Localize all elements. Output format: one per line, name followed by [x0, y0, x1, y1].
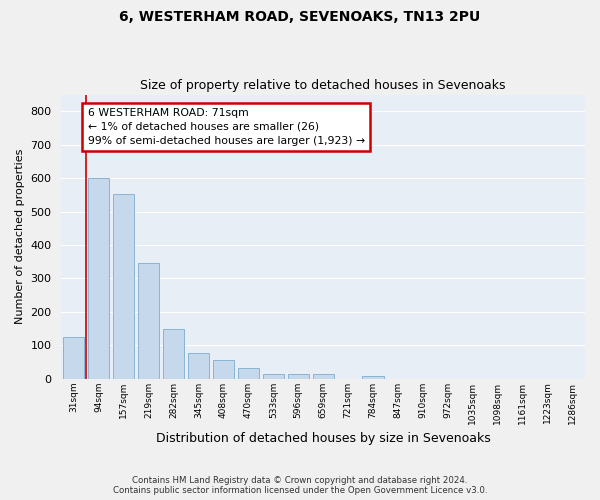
Bar: [287, 374, 309, 379]
Bar: [263, 374, 284, 379]
Bar: [88, 178, 109, 379]
Text: Contains HM Land Registry data © Crown copyright and database right 2024.
Contai: Contains HM Land Registry data © Crown c…: [113, 476, 487, 495]
Bar: [362, 376, 383, 379]
X-axis label: Distribution of detached houses by size in Sevenoaks: Distribution of detached houses by size …: [156, 432, 491, 445]
Bar: [138, 262, 159, 379]
Bar: [213, 360, 234, 379]
Bar: [313, 374, 334, 379]
Bar: [113, 194, 134, 379]
Text: 6 WESTERHAM ROAD: 71sqm
← 1% of detached houses are smaller (26)
99% of semi-det: 6 WESTERHAM ROAD: 71sqm ← 1% of detached…: [88, 108, 365, 146]
Bar: [188, 354, 209, 379]
Bar: [63, 337, 85, 379]
Title: Size of property relative to detached houses in Sevenoaks: Size of property relative to detached ho…: [140, 79, 506, 92]
Y-axis label: Number of detached properties: Number of detached properties: [15, 149, 25, 324]
Text: 6, WESTERHAM ROAD, SEVENOAKS, TN13 2PU: 6, WESTERHAM ROAD, SEVENOAKS, TN13 2PU: [119, 10, 481, 24]
Bar: [238, 368, 259, 379]
Bar: [163, 330, 184, 379]
